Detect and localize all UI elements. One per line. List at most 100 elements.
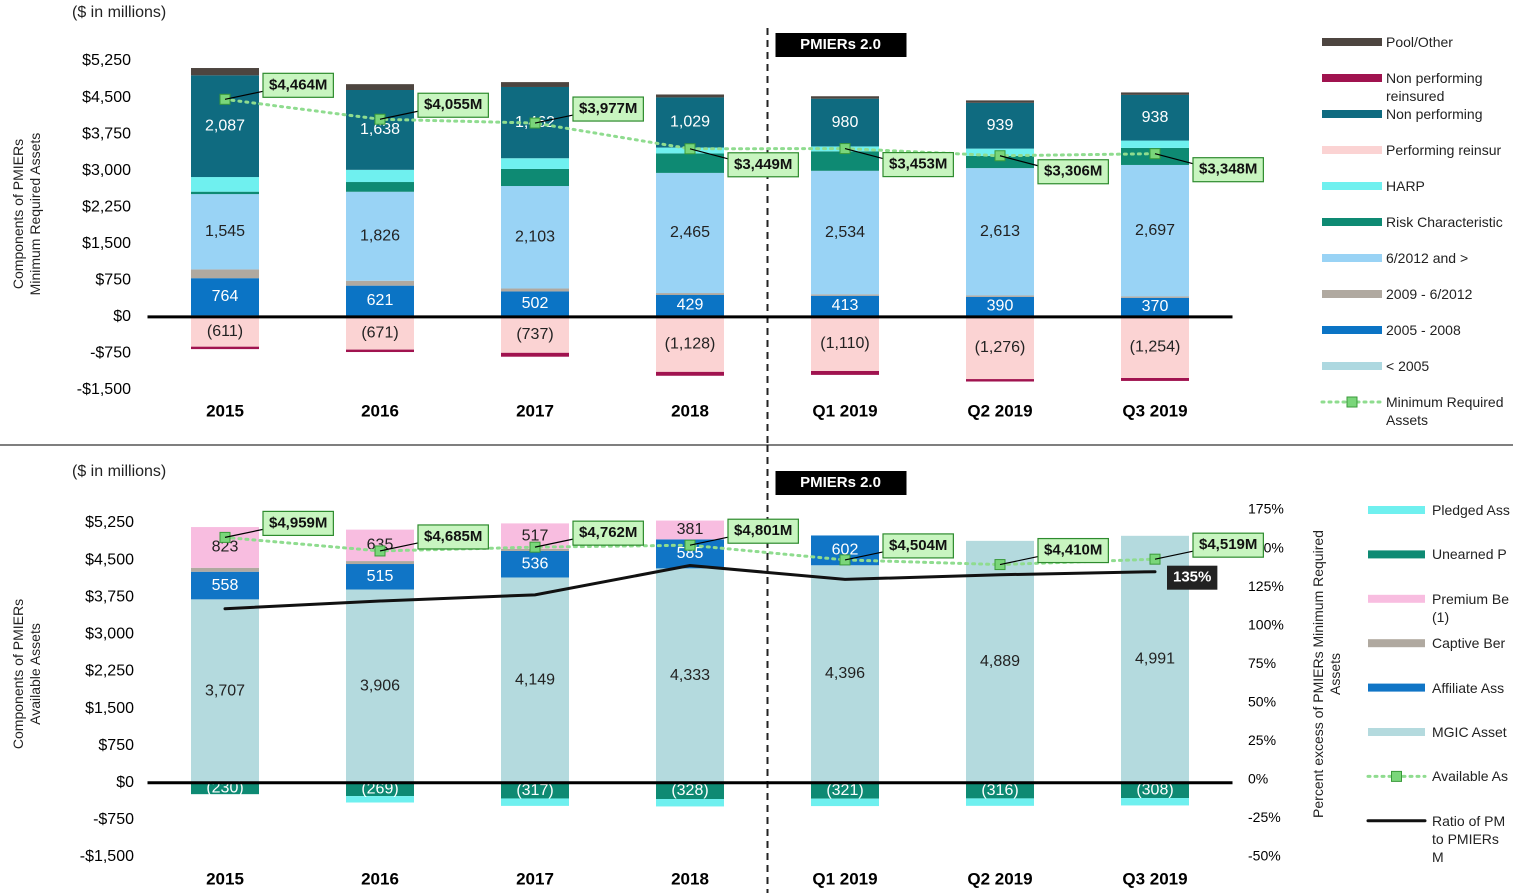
bar-segment xyxy=(656,520,724,540)
bar-segment xyxy=(346,191,414,281)
data-label: 558 xyxy=(212,577,239,594)
bar-segment xyxy=(346,782,414,797)
bar-segment xyxy=(656,316,724,372)
bar-segment xyxy=(1121,782,1189,799)
data-label: (317) xyxy=(516,782,553,799)
x-tick-label: 2017 xyxy=(516,401,554,420)
bar-segment xyxy=(501,577,569,783)
bar-segment xyxy=(501,168,569,187)
legend-swatch xyxy=(1368,639,1425,648)
bar-segment xyxy=(966,296,1034,316)
data-label: 2,697 xyxy=(1135,222,1175,239)
bar-segment xyxy=(966,100,1034,103)
label-box xyxy=(572,96,644,122)
y-tick-label: $3,000 xyxy=(82,162,131,179)
label-box xyxy=(417,524,489,550)
y-tick-label: $3,750 xyxy=(85,588,134,605)
data-label: 1,638 xyxy=(360,121,400,138)
legend-marker xyxy=(1391,770,1402,782)
x-tick-label: 2017 xyxy=(516,869,554,888)
data-label: 4,991 xyxy=(1135,651,1175,668)
data-label: 2,103 xyxy=(515,228,555,245)
note: ($ in millions) xyxy=(72,463,167,480)
y-tick-label: $3,000 xyxy=(85,626,134,643)
y2-tick-label: 25% xyxy=(1248,732,1276,748)
legend-swatch xyxy=(1322,182,1382,190)
line-label: $3,449M xyxy=(734,156,792,173)
bar-segment xyxy=(191,68,259,76)
data-label: 1,826 xyxy=(360,227,400,244)
x-tick-label: Q2 2019 xyxy=(967,869,1032,888)
bar-segment xyxy=(501,550,569,578)
y2-tick-label: -25% xyxy=(1248,809,1281,825)
legend-label: Affiliate Ass xyxy=(1432,679,1505,696)
legend-swatch xyxy=(1368,594,1425,603)
data-label: 4,889 xyxy=(980,653,1020,670)
annotation-box xyxy=(775,33,907,57)
x-tick-label: Q1 2019 xyxy=(812,869,877,888)
legend-label: < 2005 xyxy=(1386,358,1430,374)
x-tick-label: Q1 2019 xyxy=(812,401,877,420)
legend-swatch xyxy=(1368,683,1425,692)
bar-segment xyxy=(191,269,259,279)
bar-segment xyxy=(346,285,414,316)
data-label: 602 xyxy=(832,542,859,559)
data-label: 4,333 xyxy=(670,667,710,684)
label-box xyxy=(1167,565,1218,590)
legend-swatch xyxy=(1368,550,1425,559)
line-label: $4,504M xyxy=(889,537,947,554)
y-tick-label: $2,250 xyxy=(85,663,134,680)
bar-segment xyxy=(966,155,1034,169)
legend-swatch xyxy=(1322,146,1382,154)
annotation: PMIERs 2.0 xyxy=(800,474,881,491)
line-label: $4,801M xyxy=(734,522,792,539)
bar-segment xyxy=(191,346,259,350)
bar-segment xyxy=(1121,164,1189,297)
x-tick-label: 2018 xyxy=(671,869,709,888)
y2-tick-label: 75% xyxy=(1248,655,1276,671)
line-label: $4,959M xyxy=(269,514,327,531)
data-label: 2,465 xyxy=(670,224,710,241)
bar-segment xyxy=(346,564,414,590)
legend-label: Available As xyxy=(1432,768,1509,785)
bar-segment xyxy=(656,782,724,800)
bar-segment xyxy=(811,316,879,371)
y2-tick-label: -50% xyxy=(1248,848,1281,864)
line-label: $3,977M xyxy=(579,100,637,117)
legend-label: 2005 - 2008 xyxy=(1386,322,1461,338)
data-label: 390 xyxy=(987,298,1014,315)
bar-segment xyxy=(346,561,414,565)
data-label: 980 xyxy=(832,114,859,131)
label-box xyxy=(1192,532,1264,558)
bar-segment xyxy=(346,169,414,183)
bar-segment xyxy=(191,278,259,316)
bar-segment xyxy=(811,294,879,296)
label-leader xyxy=(999,555,1039,566)
bar-segment xyxy=(656,172,724,294)
bar-segment xyxy=(1121,297,1189,316)
x-tick-label: Q3 2019 xyxy=(1122,401,1187,420)
data-label: 381 xyxy=(677,521,704,538)
bar-segment xyxy=(501,288,569,292)
data-label: 429 xyxy=(677,297,704,314)
bar-segment xyxy=(966,102,1034,149)
data-label: 1,029 xyxy=(670,114,710,131)
y-tick-label: -$750 xyxy=(93,811,134,828)
line-label: $4,685M xyxy=(424,528,482,545)
bar-segment xyxy=(966,540,1034,783)
x-tick-label: 2015 xyxy=(206,401,244,420)
bar-segment xyxy=(346,280,414,286)
bar-segment xyxy=(191,567,259,572)
bar-segment xyxy=(811,798,879,807)
legend-label: Captive Ber xyxy=(1432,635,1506,652)
data-label: 2,613 xyxy=(980,223,1020,240)
label-box xyxy=(417,92,489,118)
bar-segment xyxy=(966,295,1034,297)
bar-segment xyxy=(811,170,879,295)
data-label: 4,396 xyxy=(825,665,865,682)
annotation: PMIERs 2.0 xyxy=(800,36,881,53)
bar-segment xyxy=(656,293,724,296)
data-label: (1,110) xyxy=(820,335,870,352)
data-label: 823 xyxy=(212,539,239,556)
y-tick-label: $750 xyxy=(95,272,131,289)
